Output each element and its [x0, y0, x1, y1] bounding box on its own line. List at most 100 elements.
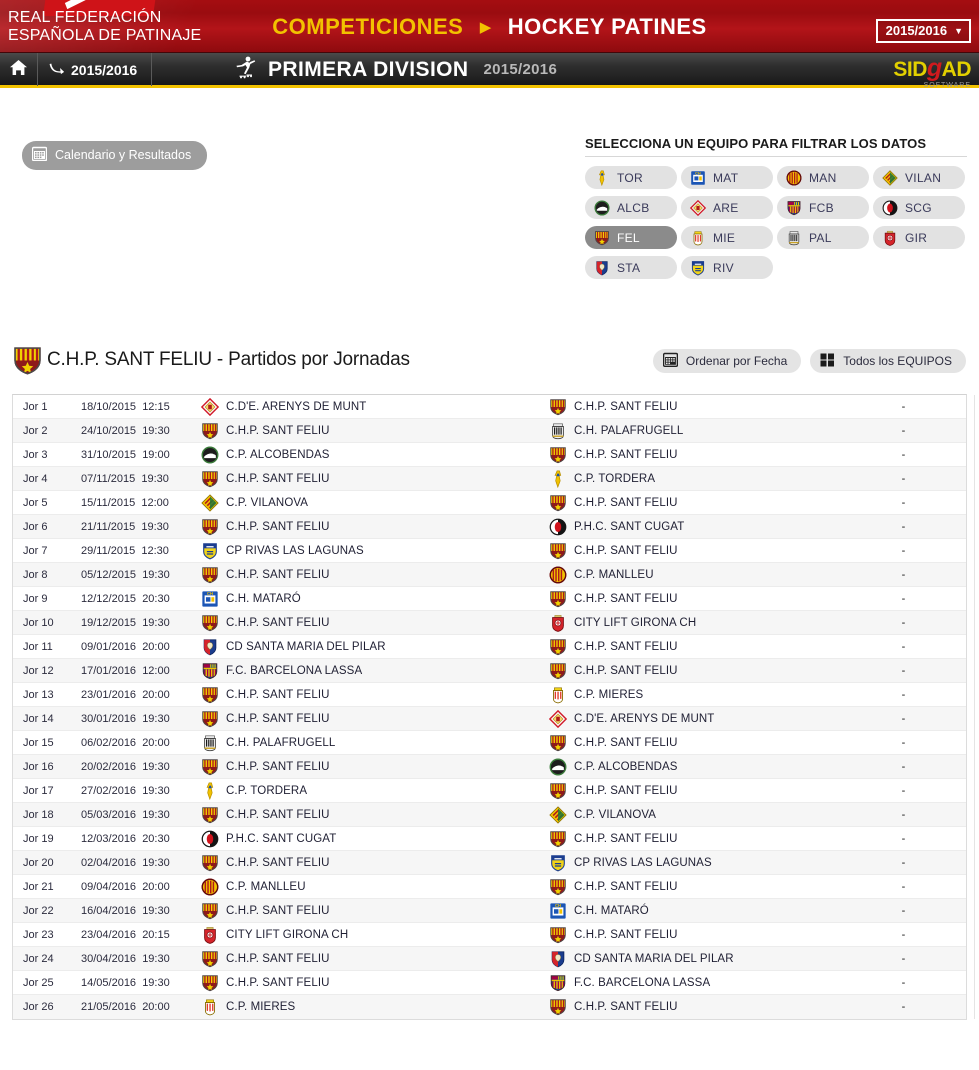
home-team[interactable]: C.H.P. SANT FELIU — [201, 947, 330, 971]
back-season-button[interactable]: 2015/2016 — [39, 53, 153, 86]
away-team[interactable]: C.P. MANLLEU — [549, 563, 654, 587]
away-team[interactable]: C.H.P. SANT FELIU — [549, 659, 678, 683]
away-team[interactable]: F.C. BARCELONA LASSA — [549, 971, 710, 995]
table-row[interactable]: Jor 5 15/11/2015 12:00 C.P. VILANOVA C.H.P.… — [13, 491, 975, 515]
table-row[interactable]: Jor 8 05/12/2015 19:30 C.H.P. SANT FELIU C.… — [13, 563, 975, 587]
table-row[interactable]: Jor 7 29/11/2015 12:30 CP RIVAS LAS LAGUNA… — [13, 539, 975, 563]
calendario-y-resultados-button[interactable]: Calendario y Resultados — [22, 141, 208, 170]
table-row[interactable]: Jor 10 19/12/2015 19:30 C.H.P. SANT FELIU C… — [13, 611, 975, 635]
away-team[interactable]: P.H.C. SANT CUGAT — [549, 515, 684, 539]
table-row[interactable]: Jor 13 23/01/2016 20:00 C.H.P. SANT FELIU C… — [13, 683, 975, 707]
home-team[interactable]: CP RIVAS LAS LAGUNAS — [201, 539, 364, 563]
away-team[interactable]: C.P. ALCOBENDAS — [549, 755, 678, 779]
table-row[interactable]: Jor 20 02/04/2016 19:30 C.H.P. SANT FELIU C… — [13, 851, 975, 875]
team-filter-riv[interactable]: RIV — [681, 256, 773, 279]
away-team[interactable]: CP RIVAS LAS LAGUNAS — [549, 851, 712, 875]
table-row[interactable]: Jor 25 14/05/2016 19:30 C.H.P. SANT FELIU F… — [13, 971, 975, 995]
table-row[interactable]: Jor 15 06/02/2016 20:00 C.H. PALAFRUGELL C.… — [13, 731, 975, 755]
away-team[interactable]: C.H.P. SANT FELIU — [549, 491, 678, 515]
team-filter-pal[interactable]: PAL — [777, 226, 869, 249]
away-team[interactable]: C.H.P. SANT FELIU — [549, 827, 678, 851]
home-team[interactable]: C.P. MANLLEU — [201, 875, 306, 899]
away-team[interactable]: C.H.P. SANT FELIU — [549, 995, 678, 1019]
table-row[interactable]: Jor 16 20/02/2016 19:30 C.H.P. SANT FELIU C… — [13, 755, 975, 779]
away-team[interactable]: C.H.P. SANT FELIU — [549, 635, 678, 659]
team-filter-sta[interactable]: STA — [585, 256, 677, 279]
home-team[interactable]: C.H.P. SANT FELIU — [201, 971, 330, 995]
team-filter-fel[interactable]: FEL — [585, 226, 677, 249]
breadcrumb-hockey-patines[interactable]: HOCKEY PATINES — [507, 14, 707, 39]
table-row[interactable]: Jor 9 12/12/2015 20:30 CH C.H. MATARÓ C.H.P.… — [13, 587, 975, 611]
team-filter-alcb[interactable]: ALCB — [585, 196, 677, 219]
away-team[interactable]: C.H. PALAFRUGELL — [549, 419, 683, 443]
home-team[interactable]: C.H.P. SANT FELIU — [201, 755, 330, 779]
team-filter-tor[interactable]: TOR — [585, 166, 677, 189]
team-filter-mat[interactable]: CH MAT — [681, 166, 773, 189]
home-team[interactable]: C.H.P. SANT FELIU — [201, 803, 330, 827]
season-dropdown[interactable]: 2015/2016 ▼ — [875, 19, 971, 43]
todos-los-equipos-button[interactable]: Todos los EQUIPOS — [810, 349, 966, 373]
table-row[interactable]: Jor 17 27/02/2016 19:30 C.P. TORDERA C.H.P.… — [13, 779, 975, 803]
away-team[interactable]: C.H.P. SANT FELIU — [549, 779, 678, 803]
away-team[interactable]: C.P. MIERES — [549, 683, 643, 707]
away-team[interactable]: CITY LIFT GIRONA CH — [549, 611, 696, 635]
table-row[interactable]: Jor 22 16/04/2016 19:30 C.H.P. SANT FELIU C… — [13, 899, 975, 923]
away-team[interactable]: CD SANTA MARIA DEL PILAR — [549, 947, 734, 971]
table-row[interactable]: Jor 14 30/01/2016 19:30 C.H.P. SANT FELIU C… — [13, 707, 975, 731]
away-team[interactable]: C.H.P. SANT FELIU — [549, 395, 678, 419]
table-row[interactable]: Jor 6 21/11/2015 19:30 C.H.P. SANT FELIU P.… — [13, 515, 975, 539]
home-team[interactable]: P.H.C. SANT CUGAT — [201, 827, 336, 851]
away-team[interactable]: C.H.P. SANT FELIU — [549, 731, 678, 755]
home-team[interactable]: C.H.P. SANT FELIU — [201, 851, 330, 875]
home-team[interactable]: C.H.P. SANT FELIU — [201, 899, 330, 923]
team-filter-fcb[interactable]: FCB — [777, 196, 869, 219]
home-team[interactable]: C.H. PALAFRUGELL — [201, 731, 335, 755]
table-row[interactable]: Jor 26 21/05/2016 20:00 C.P. MIERES C.H.P. … — [13, 995, 975, 1019]
home-team[interactable]: C.P. TORDERA — [201, 779, 307, 803]
home-button[interactable] — [0, 53, 38, 86]
table-row[interactable]: Jor 18 05/03/2016 19:30 C.H.P. SANT FELIU C… — [13, 803, 975, 827]
team-filter-vilan[interactable]: VILAN — [873, 166, 965, 189]
home-team[interactable]: C.H.P. SANT FELIU — [201, 611, 330, 635]
away-team[interactable]: C.H.P. SANT FELIU — [549, 875, 678, 899]
home-team[interactable]: CITY LIFT GIRONA CH — [201, 923, 348, 947]
table-row[interactable]: Jor 4 07/11/2015 19:30 C.H.P. SANT FELIU C.… — [13, 467, 975, 491]
team-filter-are[interactable]: ARE — [681, 196, 773, 219]
team-filter-scg[interactable]: SCG — [873, 196, 965, 219]
table-row[interactable]: Jor 3 31/10/2015 19:00 C.P. ALCOBENDAS C.H.… — [13, 443, 975, 467]
away-team[interactable]: C.P. VILANOVA — [549, 803, 656, 827]
home-team[interactable]: CH C.H. MATARÓ — [201, 587, 301, 611]
table-row[interactable]: Jor 21 09/04/2016 20:00 C.P. MANLLEU C.H.P.… — [13, 875, 975, 899]
team-filter-gir[interactable]: GIR — [873, 226, 965, 249]
team-filter-mie[interactable]: MIE — [681, 226, 773, 249]
away-team[interactable]: C.H.P. SANT FELIU — [549, 443, 678, 467]
table-row[interactable]: Jor 12 17/01/2016 12:00 F.C. BARCELONA LAS… — [13, 659, 975, 683]
table-row[interactable]: Jor 2 24/10/2015 19:30 C.H.P. SANT FELIU C.… — [13, 419, 975, 443]
table-row[interactable]: Jor 1 18/10/2015 12:15 C.D'E. ARENYS DE MU… — [13, 395, 975, 419]
away-team[interactable]: C.D'E. ARENYS DE MUNT — [549, 707, 714, 731]
breadcrumb-competitions[interactable]: COMPETICIONES — [272, 14, 464, 39]
home-team[interactable]: C.P. MIERES — [201, 995, 295, 1019]
away-team[interactable]: CH C.H. MATARÓ — [549, 899, 649, 923]
table-row[interactable]: Jor 24 30/04/2016 19:30 C.H.P. SANT FELIU C… — [13, 947, 975, 971]
home-team[interactable]: C.P. ALCOBENDAS — [201, 443, 330, 467]
home-team[interactable]: C.H.P. SANT FELIU — [201, 419, 330, 443]
table-row[interactable]: Jor 23 23/04/2016 20:15 CITY LIFT GIRONA C… — [13, 923, 975, 947]
table-row[interactable]: Jor 11 09/01/2016 20:00 CD SANTA MARIA DEL… — [13, 635, 975, 659]
team-filter-man[interactable]: MAN — [777, 166, 869, 189]
ordenar-por-fecha-button[interactable]: Ordenar por Fecha — [652, 349, 802, 373]
away-team[interactable]: C.H.P. SANT FELIU — [549, 539, 678, 563]
home-team[interactable]: C.H.P. SANT FELIU — [201, 563, 330, 587]
away-team[interactable]: C.H.P. SANT FELIU — [549, 923, 678, 947]
home-team[interactable]: C.P. VILANOVA — [201, 491, 308, 515]
table-row[interactable]: Jor 19 12/03/2016 20:30 P.H.C. SANT CUGAT C… — [13, 827, 975, 851]
home-team[interactable]: C.H.P. SANT FELIU — [201, 467, 330, 491]
home-team[interactable]: C.H.P. SANT FELIU — [201, 515, 330, 539]
home-team[interactable]: C.H.P. SANT FELIU — [201, 707, 330, 731]
away-team[interactable]: C.P. TORDERA — [549, 467, 655, 491]
home-team[interactable]: C.H.P. SANT FELIU — [201, 683, 330, 707]
home-team[interactable]: CD SANTA MARIA DEL PILAR — [201, 635, 386, 659]
away-team[interactable]: C.H.P. SANT FELIU — [549, 587, 678, 611]
home-team[interactable]: C.D'E. ARENYS DE MUNT — [201, 395, 366, 419]
home-team[interactable]: F.C. BARCELONA LASSA — [201, 659, 362, 683]
